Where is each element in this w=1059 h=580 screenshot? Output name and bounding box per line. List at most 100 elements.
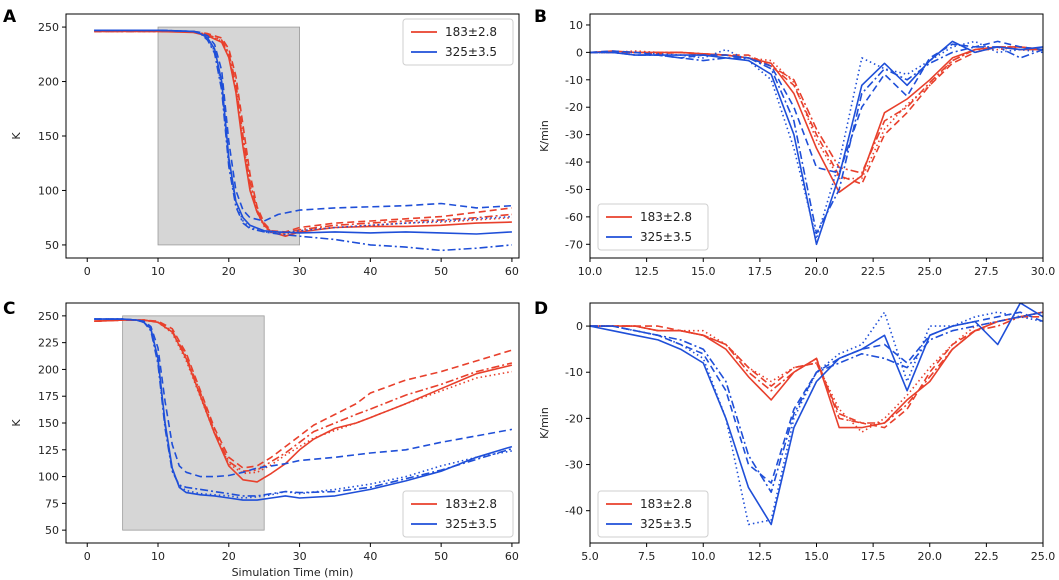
y-tick-label: -20 — [565, 101, 583, 114]
x-tick-label: 20.0 — [804, 265, 829, 278]
series-line-red-dashdot — [590, 311, 1043, 424]
legend: 183±2.8 325±3.5 — [402, 490, 514, 538]
series-line-red-dashed — [94, 319, 513, 469]
y-tick-label: -60 — [565, 211, 583, 224]
legend-box — [402, 18, 514, 66]
x-tick-label: 17.5 — [861, 550, 886, 563]
x-tick-label: 15.0 — [691, 265, 716, 278]
legend-label: 325±3.5 — [640, 517, 692, 531]
x-tick-label: 20.0 — [918, 550, 943, 563]
x-tick-label: 60 — [505, 550, 519, 563]
y-tick-label: 75 — [45, 497, 59, 510]
series-line-red-dashed — [590, 46, 1043, 185]
series-line-blue-dashdot — [590, 311, 1043, 494]
series-line-blue-dotted — [590, 311, 1043, 526]
legend-box — [597, 490, 709, 538]
x-tick-label: 22.5 — [861, 265, 886, 278]
panel-b: 10.0 12.5 15.0 17.5 20.0 22.5 25.0 27.5 30.0 -70 -… — [534, 7, 1055, 278]
x-tick-label: 12.5 — [748, 550, 773, 563]
panel-label: D — [534, 299, 548, 319]
x-tick-label: 12.5 — [634, 265, 659, 278]
y-tick-label: 250 — [38, 310, 59, 323]
y-tick-label: 10 — [569, 19, 583, 32]
y-tick-label: 225 — [38, 337, 59, 350]
x-tick-label: 10.0 — [578, 265, 603, 278]
y-axis-label: K — [10, 132, 23, 140]
x-tick-label: 30 — [293, 265, 307, 278]
x-tick-label: 10 — [151, 265, 165, 278]
y-tick-label: 50 — [45, 524, 59, 537]
x-tick-label: 5.0 — [581, 550, 599, 563]
legend-label: 325±3.5 — [640, 230, 692, 244]
y-tick-label: -40 — [565, 505, 583, 518]
y-tick-label: -30 — [565, 459, 583, 472]
x-tick-label: 50 — [434, 550, 448, 563]
y-tick-label: 100 — [38, 184, 59, 197]
x-tick-label: 0 — [84, 550, 91, 563]
series-group — [590, 303, 1043, 526]
shaded-region — [122, 315, 265, 531]
legend-box — [402, 490, 514, 538]
series-line-blue-dashed — [590, 311, 1043, 484]
x-tick-label: 30.0 — [1031, 265, 1056, 278]
x-tick-label: 7.5 — [638, 550, 656, 563]
y-tick-label: 0 — [576, 320, 583, 333]
y-tick-label: 150 — [38, 130, 59, 143]
panel-a: 0 10 20 30 40 50 60 50 100 150 200 250 K A 183±2.8 325±… — [3, 7, 520, 278]
y-tick-label: 125 — [38, 444, 59, 457]
y-tick-label: -20 — [565, 412, 583, 425]
series-line-blue-dotted — [94, 29, 512, 234]
y-tick-label: 150 — [38, 417, 59, 430]
x-tick-label: 0 — [84, 265, 91, 278]
x-tick-label: 17.5 — [748, 265, 773, 278]
x-tick-label: 60 — [505, 265, 519, 278]
panel-label: A — [3, 7, 17, 27]
series-line-red-solid — [590, 46, 1043, 193]
shaded-region — [157, 26, 300, 246]
legend: 183±2.8 325±3.5 — [402, 18, 514, 66]
series-group — [590, 40, 1043, 246]
y-axis-label: K/min — [538, 407, 551, 439]
y-tick-label: -10 — [565, 74, 583, 87]
x-axis-label: Simulation Time (min) — [232, 566, 354, 579]
legend-label: 183±2.8 — [640, 210, 692, 224]
series-line-red-dotted — [590, 46, 1043, 180]
series-line-blue-dashdot — [590, 46, 1043, 235]
y-tick-label: 0 — [576, 46, 583, 59]
legend-label: 183±2.8 — [640, 497, 692, 511]
panel-label: C — [3, 299, 15, 319]
x-tick-label: 22.5 — [974, 550, 999, 563]
panel-c: 0 10 20 30 40 50 60 50 75 100 125 150 175 200 225 250 K S… — [3, 299, 520, 579]
y-axis-label: K/min — [538, 120, 551, 152]
x-tick-label: 20 — [222, 265, 236, 278]
y-tick-label: 250 — [38, 21, 59, 34]
series-line-red-dotted — [94, 319, 513, 475]
x-tick-label: 27.5 — [974, 265, 999, 278]
panel-label: B — [534, 7, 547, 27]
series-line-blue-dashdot — [94, 29, 512, 252]
y-tick-label: -10 — [565, 366, 583, 379]
y-tick-label: -50 — [565, 183, 583, 196]
y-tick-label: 200 — [38, 363, 59, 376]
x-tick-label: 25.0 — [1031, 550, 1056, 563]
series-line-red-dotted — [590, 311, 1043, 434]
x-tick-label: 20 — [222, 550, 236, 563]
x-tick-label: 40 — [363, 550, 377, 563]
legend-label: 183±2.8 — [445, 497, 497, 511]
series-line-blue-dotted — [94, 318, 513, 499]
x-tick-label: 30 — [293, 550, 307, 563]
x-tick-label: 15.0 — [804, 550, 829, 563]
series-line-blue-dashed — [590, 40, 1043, 174]
series-group — [94, 29, 512, 252]
x-tick-label: 50 — [434, 265, 448, 278]
panel-d: 5.0 7.5 10.0 12.5 15.0 17.5 20.0 22.5 25.0 -40 -30… — [534, 299, 1055, 563]
series-group — [94, 318, 513, 501]
series-line-red-dashdot — [94, 319, 513, 473]
x-tick-label: 10.0 — [691, 550, 716, 563]
y-axis-label: K — [10, 419, 23, 427]
legend-label: 325±3.5 — [445, 517, 497, 531]
y-tick-label: -40 — [565, 156, 583, 169]
x-tick-label: 25.0 — [918, 265, 943, 278]
x-tick-label: 10 — [151, 550, 165, 563]
y-tick-label: -30 — [565, 129, 583, 142]
